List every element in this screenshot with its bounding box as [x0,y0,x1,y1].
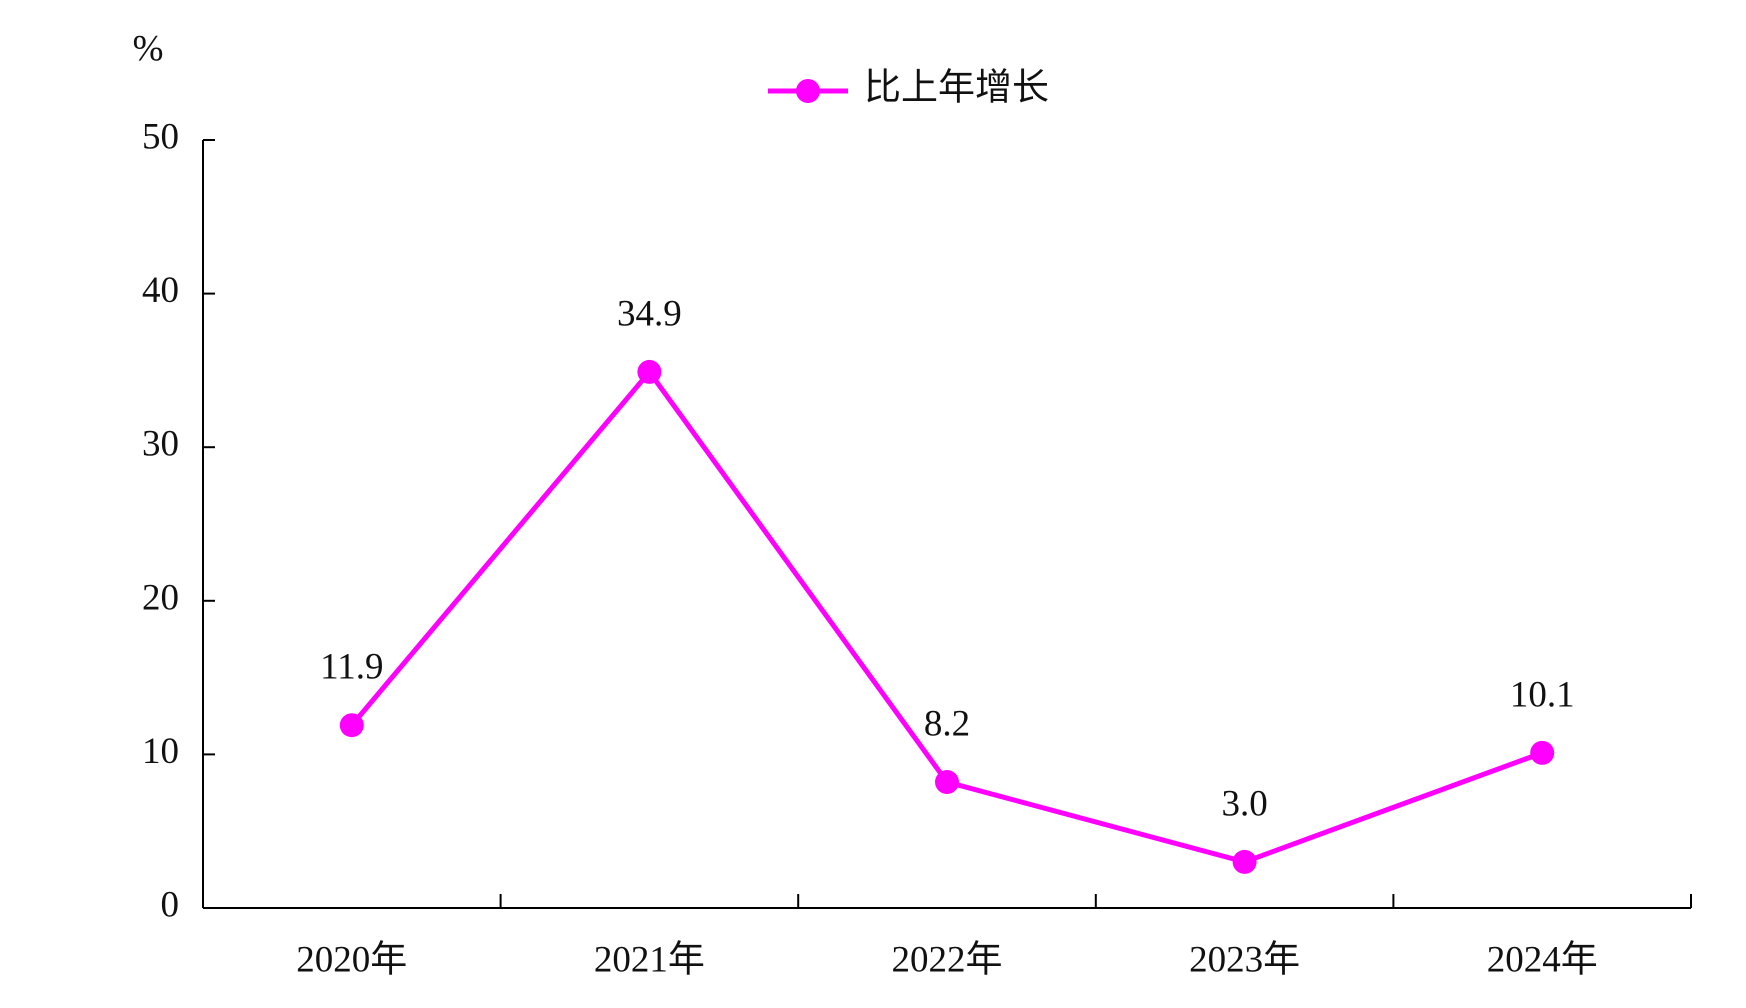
y-tick-label: 50 [142,116,179,157]
y-tick-label: 40 [142,270,179,311]
data-label: 10.1 [1510,674,1575,715]
data-point [935,770,959,795]
data-point [1232,849,1257,874]
y-tick-label: 20 [142,577,179,618]
data-label: 11.9 [320,647,383,688]
y-tick-label: 10 [142,731,179,772]
data-label: 8.2 [924,704,970,745]
legend-label: 比上年增长 [864,66,1049,108]
data-point [339,713,364,738]
x-tick-label: 2020年 [296,938,407,980]
data-label: 34.9 [617,293,682,334]
y-tick-label: 30 [142,424,179,465]
y-tick-label: 0 [161,884,180,925]
legend: 比上年增长 [768,66,1049,108]
data-point [1530,740,1555,765]
x-tick-label: 2021年 [594,938,705,980]
data-label: 3.0 [1221,783,1267,824]
x-tick-label: 2023年 [1189,938,1300,980]
y-axis-unit: % [133,28,164,69]
x-tick-label: 2022年 [892,938,1003,980]
legend-marker [796,79,820,103]
x-tick-label: 2024年 [1487,938,1598,980]
data-point [637,359,662,384]
